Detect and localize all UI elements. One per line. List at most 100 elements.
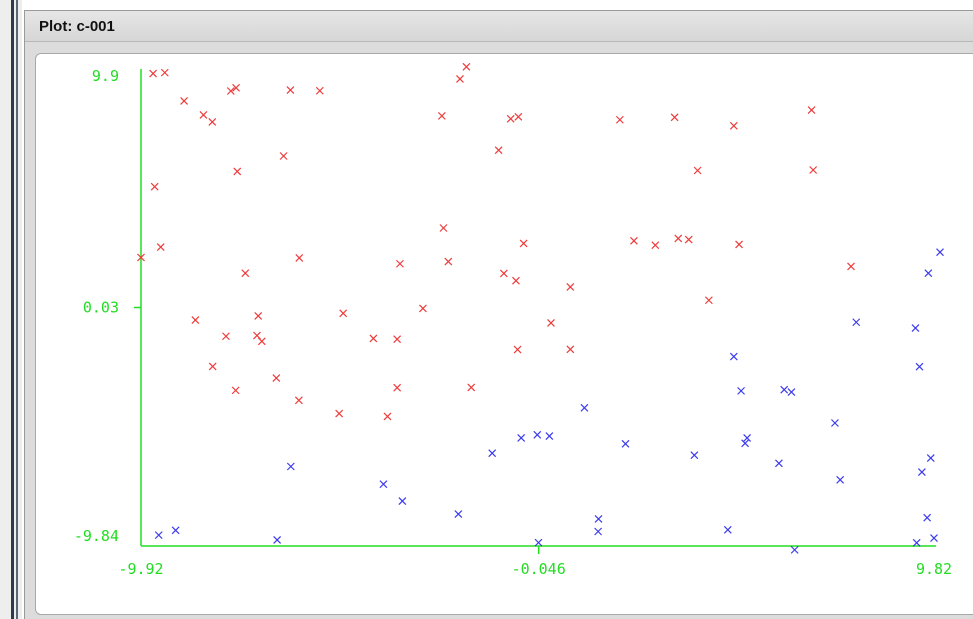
red-data-point xyxy=(506,114,515,123)
red-data-point xyxy=(149,69,158,78)
window-title: Plot: c-001 xyxy=(39,18,115,35)
red-data-point xyxy=(499,269,508,278)
red-data-point xyxy=(315,86,324,95)
red-data-point xyxy=(693,166,702,175)
blue-data-point xyxy=(790,545,799,554)
red-data-point xyxy=(519,239,528,248)
blue-data-point xyxy=(915,362,924,371)
axes xyxy=(140,69,936,547)
blue-data-point xyxy=(398,497,407,505)
red-data-point xyxy=(456,74,464,83)
blue-data-point xyxy=(836,475,845,484)
blue-data-point xyxy=(923,513,932,522)
red-data-point xyxy=(615,115,624,124)
blue-data-point xyxy=(723,525,732,534)
red-data-point xyxy=(339,309,348,318)
red-data-point xyxy=(241,269,250,278)
blue-data-point xyxy=(534,538,543,547)
blue-data-point xyxy=(743,434,752,442)
red-data-point xyxy=(231,386,240,395)
red-data-point xyxy=(393,335,402,344)
blue-data-point xyxy=(924,269,933,278)
red-data-point xyxy=(180,96,189,105)
left-window-edge xyxy=(0,0,22,619)
red-data-point xyxy=(437,111,446,120)
red-data-point xyxy=(674,234,683,243)
window-titlebar[interactable]: Plot: c-001 xyxy=(25,11,973,42)
data-points xyxy=(137,62,944,554)
red-data-point xyxy=(494,146,503,155)
red-data-point xyxy=(651,241,660,250)
red-data-point xyxy=(208,117,217,126)
red-data-point xyxy=(253,331,261,340)
red-data-point xyxy=(257,337,266,346)
red-data-point xyxy=(393,383,402,392)
blue-data-point xyxy=(594,527,603,536)
blue-data-point xyxy=(911,324,920,332)
red-data-point xyxy=(444,257,453,266)
axis-ticks: -9.92 -0.046 9.82 9.9 0.03 -9.84 xyxy=(74,67,952,578)
red-data-point xyxy=(467,383,476,392)
red-data-point xyxy=(156,243,165,252)
red-data-point xyxy=(396,259,404,268)
red-data-point xyxy=(513,345,522,354)
blue-data-point xyxy=(936,248,944,257)
red-data-point xyxy=(847,262,855,271)
left-edge-line xyxy=(11,0,14,619)
red-data-point xyxy=(566,345,575,354)
plot-panel xyxy=(35,53,973,615)
blue-data-point xyxy=(737,386,746,395)
red-data-point xyxy=(729,121,738,130)
red-data-point xyxy=(286,86,295,94)
red-data-point xyxy=(222,332,230,341)
blue-data-point xyxy=(690,451,699,460)
red-data-point xyxy=(232,83,240,92)
red-data-point xyxy=(670,113,679,122)
blue-data-point xyxy=(286,462,295,471)
blue-data-point xyxy=(621,439,630,448)
blue-data-point xyxy=(594,515,603,523)
scatter-plot: -9.92 -0.046 9.82 9.9 0.03 -9.84 xyxy=(74,62,952,578)
red-data-point xyxy=(137,253,145,262)
blue-data-point xyxy=(171,526,180,535)
red-data-point xyxy=(807,106,816,115)
red-data-point xyxy=(272,374,281,382)
red-data-point xyxy=(462,62,471,71)
red-data-point xyxy=(566,283,575,291)
x-tick-label: -9.92 xyxy=(118,560,163,578)
red-data-point xyxy=(547,319,555,327)
y-tick-label: 0.03 xyxy=(83,299,119,317)
blue-data-point xyxy=(580,403,589,412)
red-data-point xyxy=(208,362,217,371)
blue-data-point xyxy=(729,352,738,361)
red-data-point xyxy=(439,224,448,232)
blue-data-point xyxy=(787,388,796,396)
blue-data-point xyxy=(830,419,839,427)
red-data-point xyxy=(704,296,713,305)
red-data-point xyxy=(630,236,638,245)
blue-data-point xyxy=(379,480,388,489)
red-data-point xyxy=(160,68,169,77)
blue-data-point xyxy=(912,538,921,547)
red-data-point xyxy=(279,152,288,160)
blue-data-point xyxy=(775,459,783,468)
x-tick-label: 9.82 xyxy=(916,560,952,578)
red-data-point xyxy=(383,412,392,421)
red-data-point xyxy=(512,276,520,285)
red-data-point xyxy=(254,312,263,320)
blue-data-point xyxy=(517,434,526,442)
red-data-point xyxy=(295,254,304,262)
red-data-point xyxy=(735,240,743,249)
x-tick-label: -0.046 xyxy=(512,560,566,578)
red-data-point xyxy=(150,182,159,191)
blue-data-point xyxy=(545,432,554,440)
red-data-point xyxy=(335,409,344,418)
blue-data-point xyxy=(917,468,926,476)
blue-data-point xyxy=(930,534,938,542)
blue-data-point xyxy=(154,531,163,540)
red-data-point xyxy=(418,304,427,313)
red-data-point xyxy=(684,235,693,244)
blue-data-point xyxy=(533,430,542,439)
blue-data-point xyxy=(741,439,750,448)
red-data-point xyxy=(809,166,818,174)
